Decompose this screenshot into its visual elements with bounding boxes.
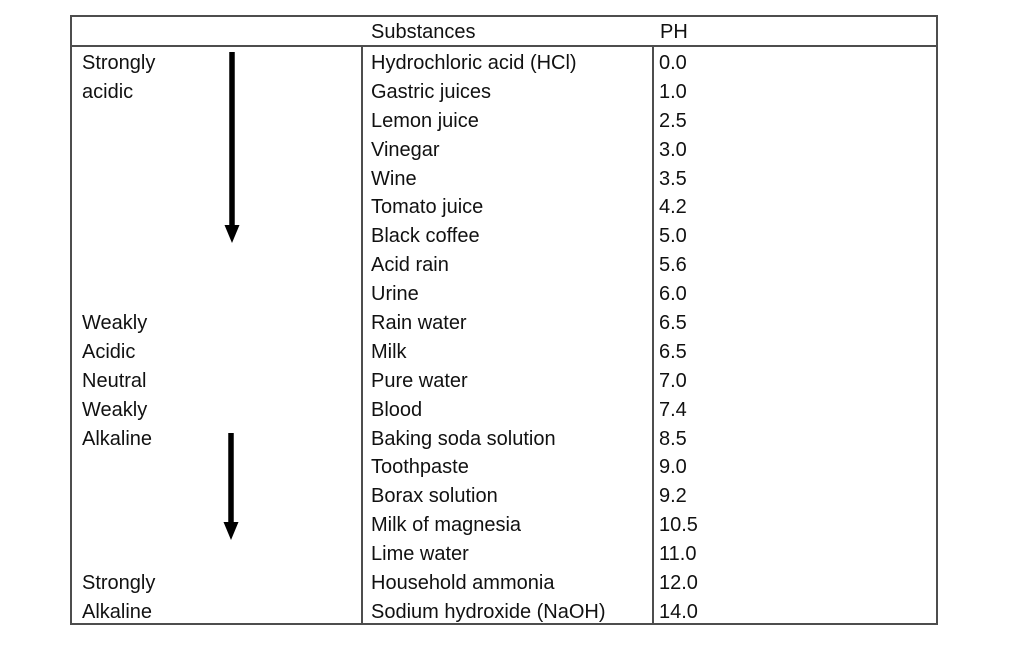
- substance-cell: Tomato juice: [371, 196, 484, 219]
- ph-column-header: PH: [660, 21, 688, 43]
- substance-cell: Sodium hydroxide (NaOH): [371, 600, 606, 623]
- category-label: [72, 453, 361, 482]
- ph-value-cell: 5.6: [659, 254, 687, 277]
- substance-cell: Lemon juice: [371, 109, 479, 132]
- ph-value-cell: 1.0: [659, 80, 687, 103]
- category-label: [72, 107, 361, 136]
- ph-value-cell: 14.0: [659, 600, 698, 623]
- substance-cell: Acid rain: [371, 254, 449, 277]
- table-body: Strongly acidic Weakly Acidic Neutral Weakly A…: [72, 47, 936, 623]
- ph-value-cell: 2.5: [659, 109, 687, 132]
- substance-cell: Blood: [371, 398, 423, 421]
- substance-cell: Milk of magnesia: [371, 514, 522, 537]
- substance-cell: Pure water: [371, 369, 468, 392]
- substance-cell: Baking soda solution: [371, 427, 556, 450]
- category-label: [72, 511, 361, 540]
- ph-column: 0.0 1.0 2.5 3.0 3.5 4.2 5.0 5.6 6.0 6.5 6.5 7.0 7.4 8…: [652, 47, 936, 623]
- category-label: Strongly: [82, 572, 156, 595]
- category-label: Acidic: [82, 340, 136, 363]
- substance-cell: Borax solution: [371, 485, 498, 508]
- substance-cell: Household ammonia: [371, 572, 555, 595]
- substance-cell: Wine: [371, 167, 417, 190]
- substance-cell: Hydrochloric acid (HCl): [371, 52, 577, 74]
- ph-value-cell: 7.0: [659, 369, 687, 392]
- ph-value-cell: 3.0: [659, 138, 687, 161]
- category-label: acidic: [82, 80, 134, 103]
- category-label: [72, 280, 361, 309]
- category-label: [72, 540, 361, 569]
- category-label: Strongly: [82, 52, 156, 74]
- category-label: [72, 251, 361, 280]
- substance-cell: Toothpaste: [371, 456, 469, 479]
- substance-cell: Vinegar: [371, 138, 440, 161]
- ph-value-cell: 9.0: [659, 456, 687, 479]
- ph-value-cell: 6.5: [659, 340, 687, 363]
- substance-cell: Lime water: [371, 543, 469, 566]
- category-label: Alkaline: [82, 427, 153, 450]
- substance-cell: Milk: [371, 340, 407, 363]
- category-label: [72, 193, 361, 222]
- category-label: Weakly: [82, 398, 148, 421]
- substance-cell: Rain water: [371, 312, 467, 335]
- substances-column: Hydrochloric acid (HCl) Gastric juices Lem…: [361, 47, 652, 623]
- substance-cell: Gastric juices: [371, 80, 492, 103]
- category-label: [72, 222, 361, 251]
- category-label: Neutral: [82, 369, 147, 392]
- ph-table: Substances PH Strongly acidic Weakly Acidic…: [70, 15, 938, 625]
- substances-column-header: Substances: [371, 21, 476, 43]
- category-label: Weakly: [82, 312, 148, 335]
- ph-value-cell: 5.0: [659, 225, 687, 248]
- category-label: [72, 136, 361, 165]
- category-label: Alkaline: [82, 600, 153, 623]
- ph-value-cell: 4.2: [659, 196, 687, 219]
- ph-value-cell: 7.4: [659, 398, 687, 421]
- category-column: Strongly acidic Weakly Acidic Neutral Weakly A…: [72, 47, 361, 623]
- ph-value-cell: 0.0: [659, 52, 687, 74]
- substance-cell: Black coffee: [371, 225, 480, 248]
- ph-value-cell: 12.0: [659, 572, 698, 595]
- ph-value-cell: 6.5: [659, 312, 687, 335]
- ph-value-cell: 11.0: [659, 543, 697, 566]
- ph-value-cell: 6.0: [659, 283, 687, 306]
- category-label: [72, 165, 361, 194]
- ph-value-cell: 10.5: [659, 514, 698, 537]
- table-header-row: Substances PH: [72, 17, 936, 47]
- category-label: [72, 482, 361, 511]
- ph-value-cell: 3.5: [659, 167, 687, 190]
- ph-value-cell: 8.5: [659, 427, 687, 450]
- ph-value-cell: 9.2: [659, 485, 687, 508]
- substance-cell: Urine: [371, 283, 419, 306]
